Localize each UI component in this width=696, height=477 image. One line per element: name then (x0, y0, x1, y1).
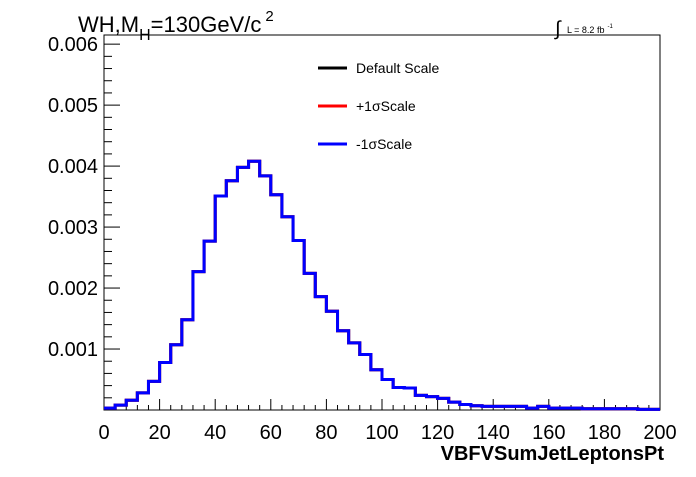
y-tick-label: 0.005 (48, 95, 98, 117)
legend-label: -1σScale (356, 136, 412, 152)
series-line (104, 159, 660, 411)
lumi-superscript: -1 (607, 24, 613, 30)
y-tick-label: 0.004 (48, 156, 98, 178)
x-tick-label: 160 (532, 422, 565, 444)
lumi-integral-sign: ∫ (554, 18, 562, 40)
x-tick-label: 120 (421, 422, 454, 444)
x-tick-label: 140 (477, 422, 510, 444)
legend-label: +1σScale (356, 98, 416, 114)
lumi-text: L = 8.2 fb (567, 25, 604, 35)
x-axis-label: VBFVSumJetLeptonsPt (441, 443, 665, 465)
x-tick-label: 180 (588, 422, 621, 444)
legend-label: Default Scale (356, 60, 439, 76)
y-tick-label: 0.001 (48, 339, 98, 361)
series-3-steps (104, 159, 660, 411)
x-tick-label: 20 (148, 422, 170, 444)
x-tick-label: 80 (315, 422, 337, 444)
title-rest: =130GeV/c (151, 12, 262, 37)
title-superscript: 2 (265, 8, 273, 25)
legend: Default Scale +1σScale -1σScale (318, 60, 439, 152)
axes: 0 20 40 60 80 100 120 140 160 180 200 0.001 0.002 0.0… (48, 34, 677, 444)
x-tick-label: 100 (365, 422, 398, 444)
y-tick-label: 0.003 (48, 217, 98, 239)
x-tick-label: 200 (643, 422, 676, 444)
lumi-label: L = 8.2 fb -1 (567, 24, 613, 35)
x-tick-label: 40 (204, 422, 226, 444)
title-main: WH,M (78, 12, 139, 37)
y-tick-label: 0.002 (48, 278, 98, 300)
x-tick-label: 0 (98, 422, 109, 444)
x-tick-label: 60 (260, 422, 282, 444)
y-tick-label: 0.006 (48, 34, 98, 56)
series-group (104, 159, 660, 411)
